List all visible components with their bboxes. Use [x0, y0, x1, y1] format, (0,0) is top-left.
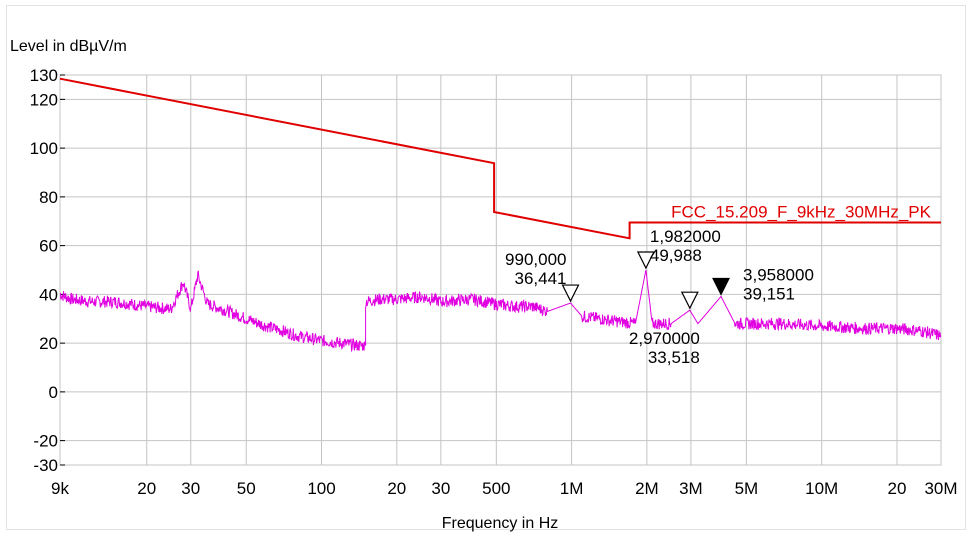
- limit-line: [59, 77, 941, 240]
- x-tick-labels: 9k 20 30 50 100 20 30 500 1M 2M 3M 5M 10M 20 30M: [51, 479, 958, 498]
- y-tick-label: 100: [30, 139, 58, 158]
- marker-label: 49,988: [650, 246, 702, 265]
- x-tick-label: 20: [387, 479, 406, 498]
- x-tick-label: 50: [237, 479, 256, 498]
- y-tick-label: 60: [39, 237, 58, 256]
- x-tick-label: 500: [482, 479, 510, 498]
- limit-line-label: FCC_15.209_F_9kHz_30MHz_PK: [671, 202, 932, 221]
- x-tick-label: 9k: [51, 479, 69, 498]
- marker-label: 990,000: [505, 250, 566, 269]
- y-tick-label: -20: [33, 432, 58, 451]
- y-tick-label: 120: [30, 90, 58, 109]
- marker-label: 33,518: [648, 348, 700, 367]
- marker-label: 2,970000: [629, 329, 700, 348]
- x-tick-label: 3M: [679, 479, 703, 498]
- x-tick-label: 30: [181, 479, 200, 498]
- x-tick-label: 2M: [635, 479, 659, 498]
- x-tick-label: 1M: [560, 479, 584, 498]
- y-tick-label: 0: [49, 383, 58, 402]
- marker-triangle: [561, 284, 580, 303]
- marker-label: 1,982000: [650, 227, 721, 246]
- y-tick-label: 40: [39, 285, 58, 304]
- series-line: [59, 269, 942, 353]
- x-tick-label: 100: [307, 479, 335, 498]
- x-tick-label: 10M: [805, 479, 838, 498]
- x-tick-label: 20: [137, 479, 156, 498]
- marker-triangle: [680, 291, 699, 310]
- marker-triangle: [712, 277, 730, 296]
- x-tick-label: 20: [888, 479, 907, 498]
- x-tick-label: 5M: [735, 479, 759, 498]
- measurement-series: [59, 269, 942, 353]
- marker-label: 39,151: [743, 284, 795, 303]
- y-axis-title: Level in dBµV/m: [10, 38, 127, 55]
- x-axis-title: Frequency in Hz: [442, 515, 559, 532]
- y-tick-label: 130: [30, 66, 58, 85]
- y-tick-labels: 130 120 100 80 60 40 20 0 -20 -30: [30, 66, 58, 475]
- marker-label: 36,441: [515, 269, 567, 288]
- chart-frame: [6, 5, 966, 530]
- y-tick-label: -30: [33, 456, 58, 475]
- x-tick-label: 30: [431, 479, 450, 498]
- x-tick-label: 30M: [924, 479, 957, 498]
- marker-triangle: [636, 251, 655, 270]
- marker-label: 3,958000: [743, 265, 814, 284]
- y-tick-label: 80: [39, 188, 58, 207]
- y-tick-label: 20: [39, 334, 58, 353]
- grid-lines: [59, 74, 942, 466]
